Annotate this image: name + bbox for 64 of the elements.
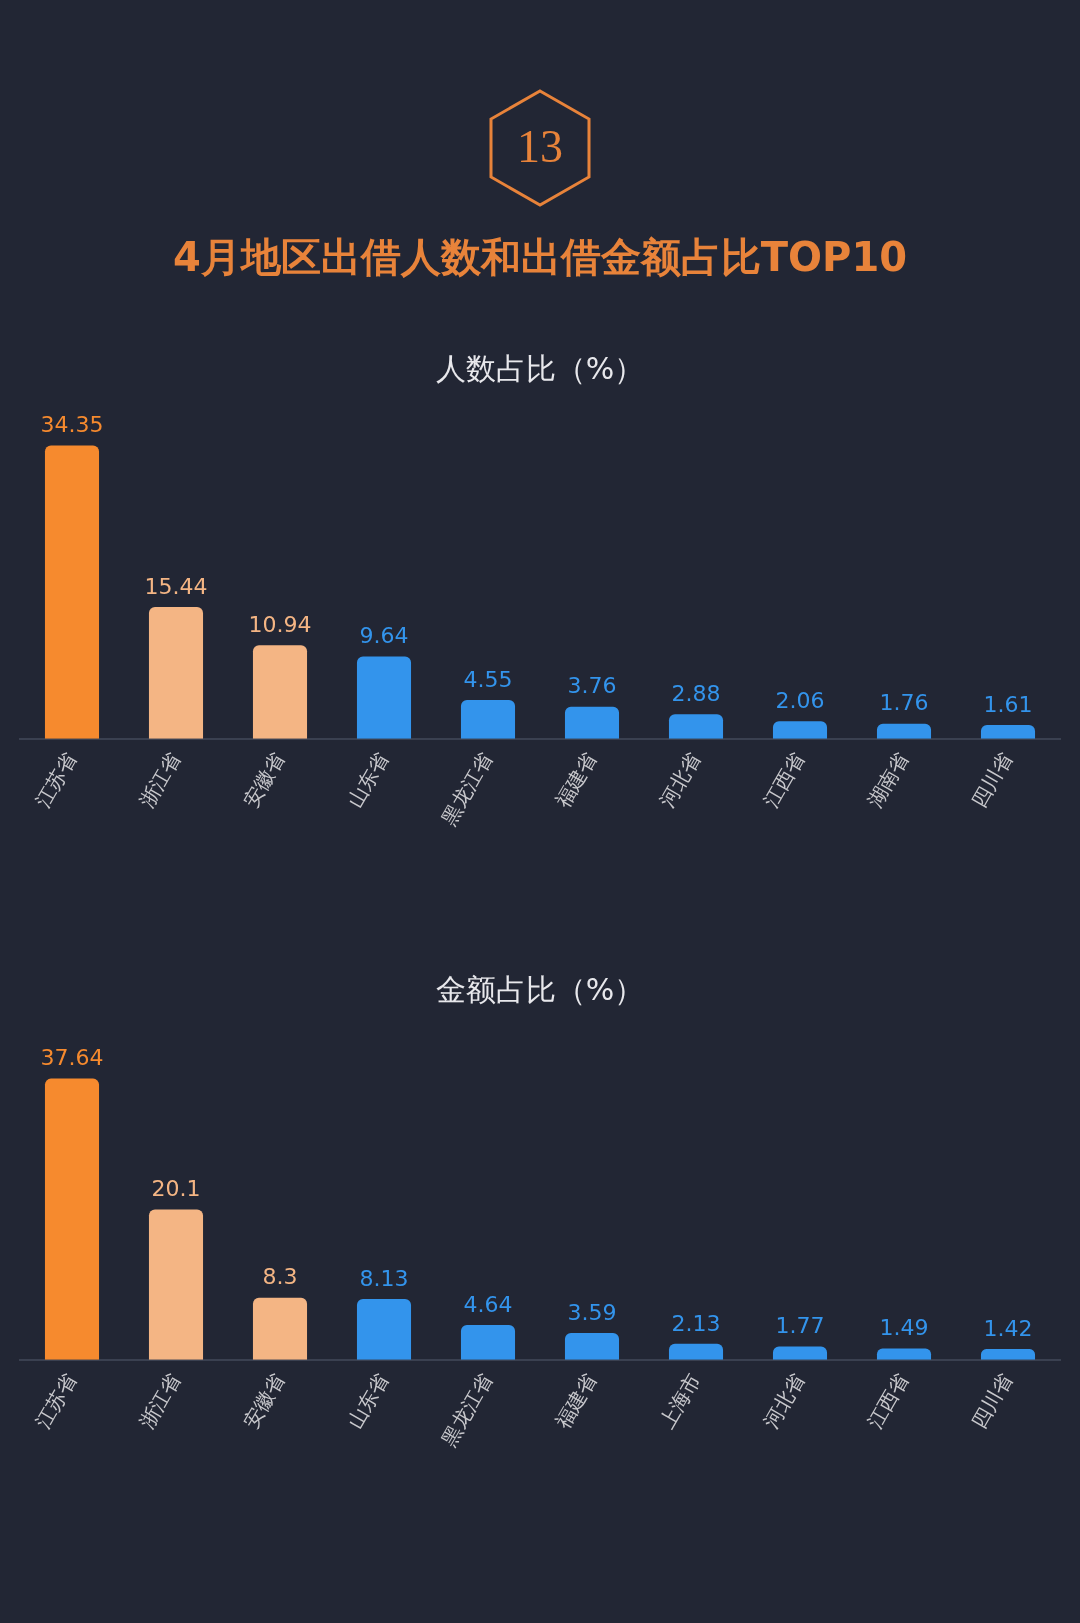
- bar: [772, 1346, 828, 1360]
- bar: [148, 1209, 204, 1360]
- data-label: 4.64: [463, 1291, 513, 1317]
- x-tick-label: 安徽省: [238, 747, 289, 812]
- bar: [148, 606, 204, 739]
- x-tick-label: 江西省: [862, 1368, 913, 1433]
- bar: [876, 723, 932, 739]
- data-label: 34.35: [40, 412, 104, 438]
- text: 13: [517, 121, 563, 172]
- bar: [252, 645, 308, 739]
- data-label: 8.13: [359, 1265, 409, 1291]
- x-tick-label: 安徽省: [238, 1368, 289, 1433]
- x-tick-label: 浙江省: [134, 1368, 185, 1433]
- x-tick-label: 浙江省: [134, 747, 185, 812]
- bar: [460, 1325, 516, 1360]
- bar: [564, 1332, 620, 1360]
- data-label: 1.42: [983, 1315, 1033, 1341]
- bar: [564, 706, 620, 739]
- bar: [252, 1297, 308, 1360]
- x-tick-label: 黑龙江省: [436, 747, 497, 830]
- data-label: 2.06: [775, 687, 825, 713]
- x-tick-label: 山东省: [342, 747, 393, 812]
- x-tick-label: 江苏省: [30, 747, 81, 812]
- x-tick-label: 福建省: [550, 1368, 601, 1433]
- bar: [980, 724, 1036, 739]
- chart-subtitle: 人数占比（%）: [434, 350, 646, 388]
- bar: [460, 699, 516, 739]
- data-label: 1.77: [775, 1313, 825, 1339]
- x-tick-label: 黑龙江省: [436, 1368, 497, 1451]
- data-label: 2.88: [671, 680, 721, 706]
- x-tick-label: 四川省: [966, 747, 1017, 812]
- x-tick-label: 江苏省: [30, 1368, 81, 1433]
- data-label: 8.3: [262, 1264, 298, 1290]
- bar: [44, 1078, 100, 1360]
- x-tick-label: 湖南省: [862, 747, 913, 812]
- data-label: 15.44: [144, 573, 208, 599]
- bar: [356, 1299, 412, 1360]
- chart-subtitle: 金额占比（%）: [434, 971, 646, 1009]
- x-tick-label: 山东省: [342, 1368, 393, 1433]
- bar: [772, 721, 828, 739]
- x-tick-label: 河北省: [654, 747, 705, 812]
- bar: [668, 714, 724, 739]
- data-label: 9.64: [359, 623, 409, 649]
- data-label: 3.76: [567, 673, 617, 699]
- data-label: 10.94: [248, 612, 312, 638]
- data-label: 3.59: [567, 1299, 617, 1325]
- bar: [44, 445, 100, 739]
- data-label: 4.55: [463, 666, 513, 692]
- data-label: 1.49: [879, 1315, 929, 1341]
- x-tick-label: 上海市: [654, 1368, 705, 1433]
- data-label: 1.61: [983, 691, 1033, 717]
- x-tick-label: 福建省: [550, 747, 601, 812]
- data-label: 1.76: [879, 690, 929, 716]
- bar: [980, 1349, 1036, 1360]
- x-tick-label: 江西省: [758, 747, 809, 812]
- data-label: 37.64: [40, 1045, 104, 1071]
- data-label: 20.1: [151, 1176, 201, 1202]
- data-label: 2.13: [671, 1310, 721, 1336]
- x-tick-label: 四川省: [966, 1368, 1017, 1433]
- bar: [356, 656, 412, 739]
- chart-title: 4月地区出借人数和出借金额占比TOP10: [171, 233, 909, 282]
- bar: [668, 1343, 724, 1360]
- x-tick-label: 河北省: [758, 1368, 809, 1433]
- bar: [876, 1348, 932, 1360]
